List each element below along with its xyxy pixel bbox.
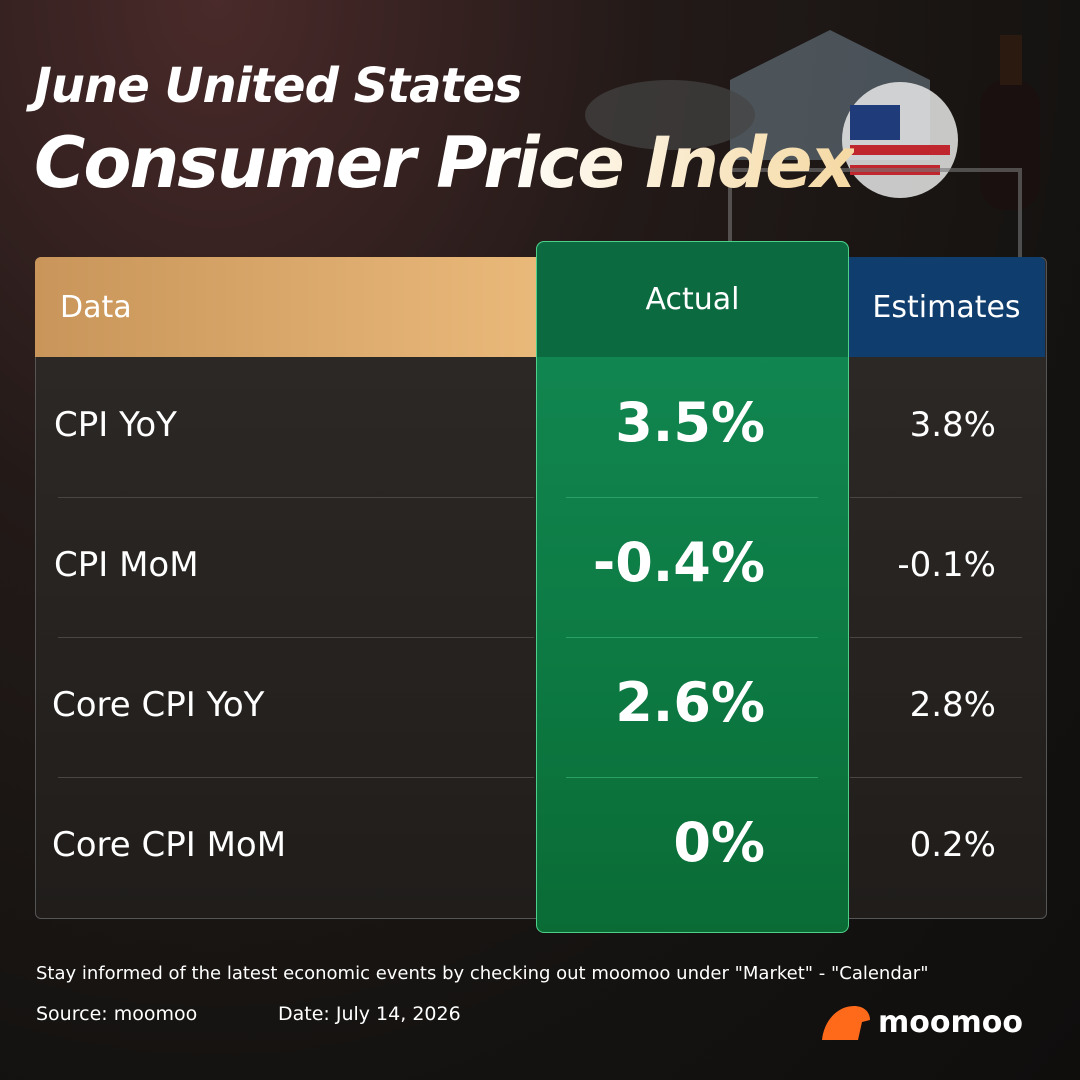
row-separator [850, 497, 1022, 498]
row-separator [566, 777, 818, 778]
row-separator [58, 777, 534, 778]
row-label: Core CPI YoY [52, 685, 265, 725]
actual-value: 0% [673, 811, 765, 874]
row-separator [58, 497, 534, 498]
row-separator [58, 637, 534, 638]
row-separator [850, 637, 1022, 638]
actual-value: 2.6% [615, 671, 765, 734]
source: Source: moomoo [36, 1003, 198, 1025]
row-label: CPI MoM [54, 545, 199, 585]
header-cell [848, 257, 1045, 357]
title-line: Consumer Price Index [34, 122, 856, 204]
estimate-value: -0.1% [897, 545, 996, 585]
logo: moomoo [878, 1005, 1023, 1040]
column-header: Data [60, 290, 132, 325]
actual-value: 3.5% [615, 391, 765, 454]
footnote: Stay informed of the latest economic eve… [36, 963, 929, 984]
decoration [585, 30, 1040, 260]
column-header: Actual [645, 282, 740, 317]
row-label: CPI YoY [54, 405, 177, 445]
row-label: Core CPI MoM [52, 825, 287, 865]
estimate-value: 3.8% [909, 405, 996, 445]
estimate-value: 2.8% [909, 685, 996, 725]
actual-value: -0.4% [592, 531, 765, 594]
row-separator [566, 497, 818, 498]
logo-icon [822, 1006, 870, 1040]
header-cell [35, 257, 536, 357]
row-separator [566, 637, 818, 638]
title-line: June United States [34, 58, 523, 114]
header-cell [537, 242, 848, 357]
estimate-value: 0.2% [909, 825, 996, 865]
date: Date: July 14, 2026 [278, 1003, 461, 1025]
column-header: Estimates [872, 290, 1021, 325]
row-separator [850, 777, 1022, 778]
